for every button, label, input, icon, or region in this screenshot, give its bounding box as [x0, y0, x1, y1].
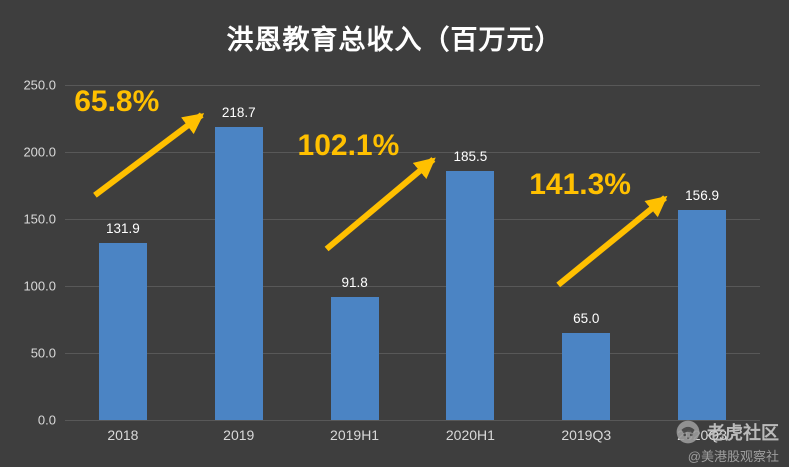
bar: [98, 243, 147, 420]
y-axis-tick-label: 100.0: [23, 278, 56, 294]
growth-arrow: [556, 195, 668, 288]
growth-percent-label: 65.8%: [74, 84, 160, 118]
x-axis-category-label: 2018: [107, 427, 139, 443]
watermark: 老虎社区 @美港股观察社: [675, 419, 779, 465]
bar: [446, 171, 495, 420]
gridline: [65, 219, 760, 220]
bar-value-label: 131.9: [106, 221, 140, 237]
y-axis-tick-label: 200.0: [23, 144, 56, 160]
bar: [214, 126, 263, 420]
bar-value-label: 65.0: [573, 310, 600, 326]
gridline: [65, 152, 760, 153]
growth-percent-label: 102.1%: [297, 129, 400, 163]
watermark-community-name: 老虎社区: [707, 423, 779, 443]
chart-title: 洪恩教育总收入（百万元）: [226, 25, 563, 56]
growth-arrow: [93, 112, 205, 198]
y-axis-tick-label: 250.0: [23, 77, 56, 93]
bar-value-label: 218.7: [221, 104, 256, 120]
x-axis-category-label: 2020H1: [445, 427, 495, 443]
gridline: [65, 85, 760, 86]
x-axis-category-label: 2019H1: [330, 427, 380, 443]
watermark-brand-row: 老虎社区: [675, 419, 779, 445]
x-axis-category-label: 2019Q3: [561, 427, 612, 443]
gridline: [65, 286, 760, 287]
gridline: [65, 353, 760, 354]
x-axis-category-label: 2019: [223, 427, 255, 443]
y-axis-tick-label: 50.0: [30, 345, 56, 361]
y-axis-tick-label: 0.0: [37, 412, 56, 428]
tiger-logo-icon: [675, 419, 701, 445]
bar-value-label: 185.5: [453, 149, 488, 165]
bar-value-label: 91.8: [341, 274, 368, 290]
growth-percent-label: 141.3%: [529, 167, 631, 201]
gridline: [65, 420, 760, 421]
bar: [562, 332, 611, 420]
bar: [678, 209, 727, 420]
bar: [330, 296, 379, 420]
y-axis-tick-label: 150.0: [23, 211, 56, 227]
watermark-account-name: @美港股观察社: [687, 449, 779, 464]
bar-value-label: 156.9: [685, 187, 719, 203]
growth-arrow: [324, 157, 436, 252]
